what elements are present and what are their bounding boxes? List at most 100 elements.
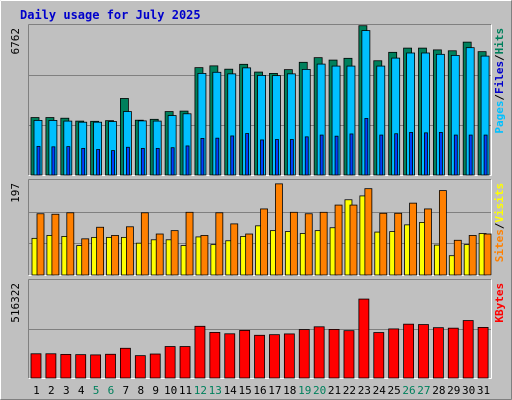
sites-bar [394,212,403,276]
kbytes-bar [462,320,474,379]
sites-bar [81,238,90,276]
pages-bar [200,137,205,176]
x-tick-label: 11 [179,384,192,397]
sites-bar [364,188,373,276]
pages-bar [111,150,115,176]
x-tick-label: 27 [417,384,430,397]
pages-bar [349,133,354,176]
kbytes-bar [164,346,176,379]
pages-bar [170,147,175,176]
sites-bar [155,233,164,276]
legend-pages: Pages [493,100,506,133]
pages-bar [289,139,294,176]
x-tick-label: 4 [78,384,85,397]
x-axis-labels: 1 2 3 4 5 6 7 8 9 10 11 12 13 14 15 16 17 18 19 20 21 22 23 24 2… [33,384,490,397]
sites-bar [51,213,60,276]
sites-bar [468,235,477,276]
kbytes-bar [120,347,131,379]
sites-bar [111,235,119,276]
kbytes-bar [313,326,325,379]
x-tick-label: 12 [194,384,207,397]
pages-bar [155,147,160,176]
kbytes-bar [358,298,370,379]
sites-bar [200,235,209,276]
kbytes-bar [149,353,161,379]
sites-bar [275,183,283,276]
pages-bar [334,135,339,176]
legend-visits: Visits [493,183,506,223]
pages-bar [453,134,458,176]
x-tick-label: 17 [268,384,281,397]
pages-bar [185,145,190,176]
kbytes-bar [283,333,295,379]
sites-bar [379,212,388,276]
sites-bar [96,226,105,276]
sites-bar [453,239,462,276]
pages-bar [394,133,399,176]
x-tick-label: 3 [63,384,70,397]
kbytes-bar [90,354,102,379]
pages-bar [304,136,309,176]
x-tick-label: 18 [283,384,296,397]
pages-bar [51,146,56,176]
kbytes-bar [239,330,251,379]
kbytes-bar [209,332,221,379]
pages-bar [66,146,71,176]
x-tick-label: 22 [343,384,356,397]
kbytes-bar [477,327,489,379]
kbytes-bar [134,355,146,379]
x-tick-label: 15 [238,384,251,397]
pages-bar [230,135,235,176]
legend-separator: / [493,222,506,229]
sites-bar [185,211,194,276]
x-tick-label: 6 [108,384,115,397]
kbytes-bar [179,346,191,379]
legend-files: Files [493,61,506,94]
pages-bar [409,132,413,176]
x-tick-label: 25 [388,384,401,397]
pages-bar [275,139,279,176]
pages-bar [424,132,428,176]
x-tick-label: 14 [224,384,238,397]
sites-bar [230,223,239,276]
kbytes-bar [373,332,385,379]
sites-bar [126,226,134,276]
x-tick-label: 1 [33,384,40,397]
x-tick-label: 16 [253,384,266,397]
kbytes-bar [75,354,87,379]
pages-bar [379,134,384,176]
kbytes-bar [328,329,340,379]
pages-bar [364,118,369,176]
sites-bar [289,211,298,276]
y-max-label: 6762 [9,28,22,55]
sites-bar [245,233,254,276]
sites-bar [319,211,328,276]
x-tick-label: 19 [298,384,311,397]
pages-bar [215,137,220,176]
kbytes-bar [30,353,42,379]
kbytes-bar [254,334,265,379]
pages-bar [319,134,324,176]
pages-bar [468,134,473,176]
kbytes-bar [194,325,206,379]
pages-bar [483,134,488,176]
kbytes-bar [418,324,429,379]
x-tick-label: 13 [209,384,222,397]
y-max-label: 197 [9,183,22,203]
sites-bar [409,202,417,276]
pages-bar [260,139,264,176]
kbytes-bar [60,353,72,379]
y-max-label: 516322 [9,283,22,323]
x-tick-label: 30 [462,384,475,397]
pages-bar [245,133,250,176]
kbytes-bar [343,330,355,379]
kbytes-bar [45,353,57,379]
kbytes-bar [298,329,310,379]
sites-bar [483,233,492,276]
sites-bar [170,230,179,276]
legend-separator: / [493,94,506,101]
x-tick-label: 21 [328,384,341,397]
pages-bar [438,132,443,176]
